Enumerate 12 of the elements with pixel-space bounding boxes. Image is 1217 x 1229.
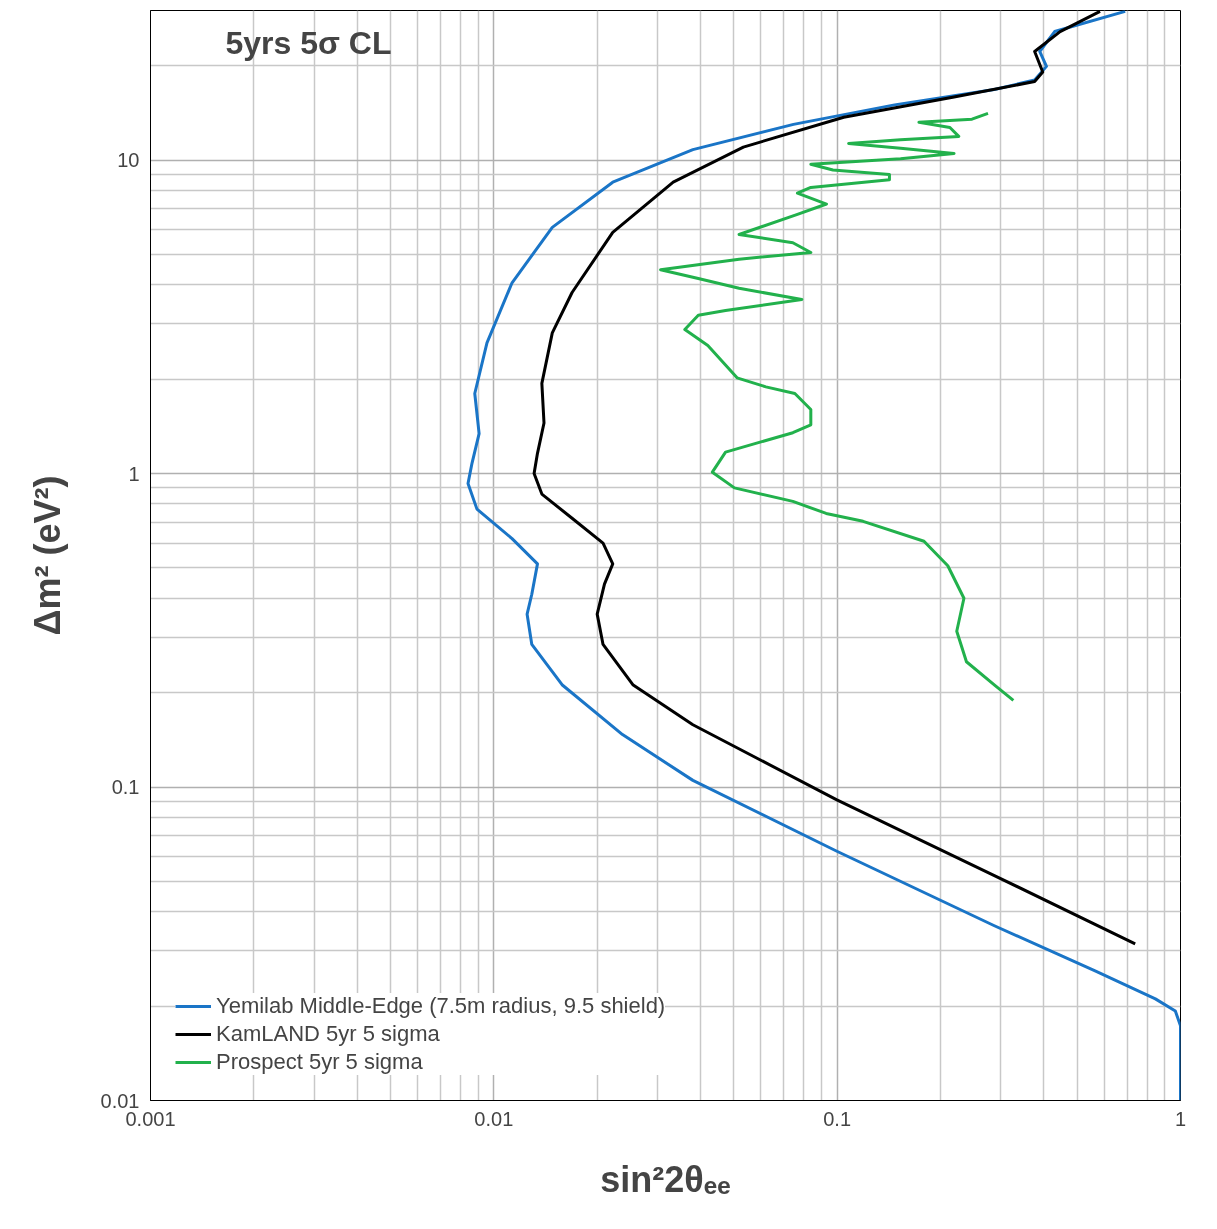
x-tick-label: 0.1 <box>823 1107 852 1130</box>
y-tick-label: 0.1 <box>111 776 140 799</box>
x-axis-title: sin²2θₑₑ <box>600 1158 731 1200</box>
y-axis-title: Δm² (eV²) <box>26 475 68 636</box>
x-tick-label: 1 <box>1174 1107 1187 1130</box>
legend-label: KamLAND 5yr 5 sigma <box>216 1021 440 1047</box>
legend-label: Prospect 5yr 5 sigma <box>216 1049 423 1075</box>
y-tick-label: 10 <box>117 149 140 172</box>
legend-label: Yemilab Middle-Edge (7.5m radius, 9.5 shield) <box>216 993 666 1019</box>
y-tick-label: 1 <box>128 462 140 485</box>
x-tick-label: 0.01 <box>474 1107 514 1130</box>
annotation: 5yrs 5σ CL <box>225 24 392 61</box>
